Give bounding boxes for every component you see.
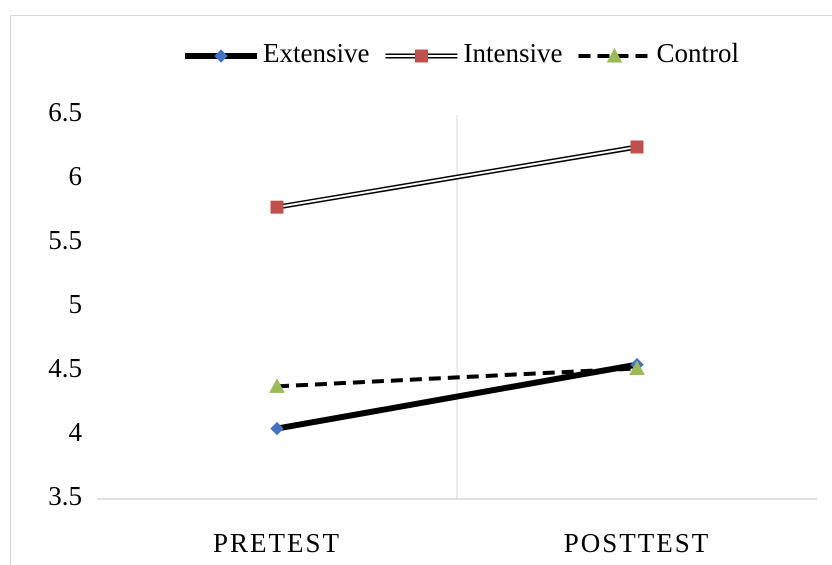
y-tick-label: 5 — [69, 289, 83, 319]
y-tick-label: 4.5 — [48, 353, 82, 383]
legend-label: Extensive — [263, 38, 369, 68]
chart: 3.5 4 4.5 5 5.5 6 6.5 PRETEST POSTTEST Extensive I… — [0, 0, 832, 565]
legend-marker — [415, 50, 427, 62]
y-tick-label: 5.5 — [48, 225, 82, 255]
legend-label: Control — [656, 38, 739, 68]
x-tick-label: PRETEST — [213, 528, 341, 558]
y-tick-label: 3.5 — [48, 481, 82, 511]
chart-border — [11, 16, 832, 565]
marker — [271, 201, 283, 213]
y-tick-label: 4 — [69, 417, 83, 447]
marker — [631, 141, 643, 153]
x-tick-label: POSTTEST — [564, 528, 711, 558]
page: {"chart_data": {"type": "line", "categor… — [0, 0, 832, 565]
legend-label: Intensive — [463, 38, 562, 68]
y-tick-label: 6 — [69, 161, 83, 191]
y-tick-label: 6.5 — [48, 97, 82, 127]
